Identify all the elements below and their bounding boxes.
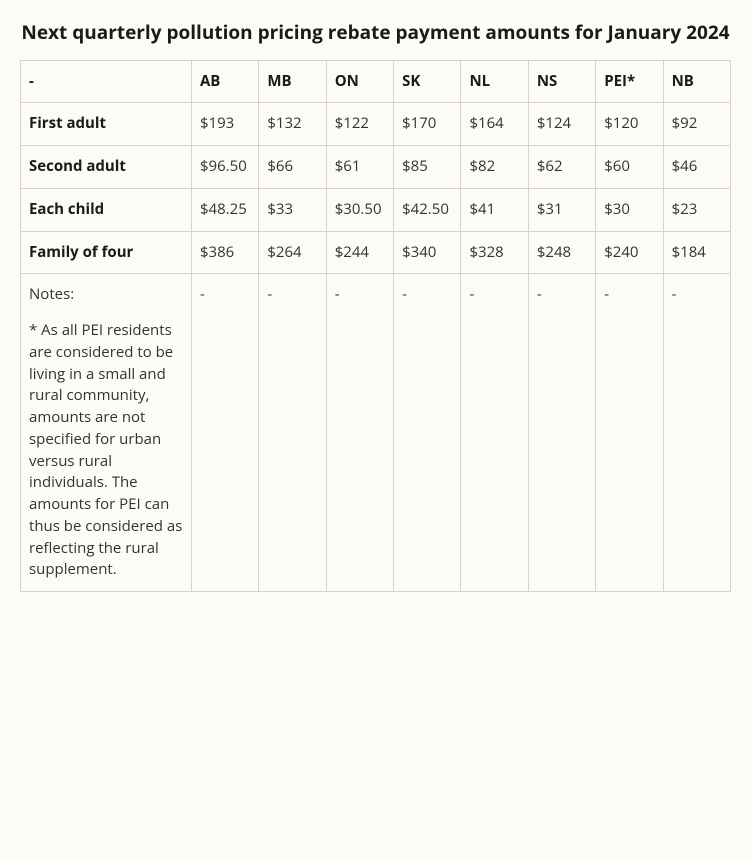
notes-label: Notes: [29,284,183,306]
cell: $164 [461,103,528,146]
cell: - [663,274,730,592]
col-header: ON [326,60,393,103]
col-header: PEI* [596,60,663,103]
cell: $248 [528,231,595,274]
cell: $124 [528,103,595,146]
cell: $328 [461,231,528,274]
table-header-row: - AB MB ON SK NL NS PEI* NB [21,60,731,103]
cell: $42.50 [394,188,461,231]
col-header: NB [663,60,730,103]
cell: $62 [528,146,595,189]
page-title: Next quarterly pollution pricing rebate … [20,20,731,46]
col-header: MB [259,60,326,103]
cell: $122 [326,103,393,146]
table-row: Each child $48.25 $33 $30.50 $42.50 $41 … [21,188,731,231]
col-header: AB [191,60,258,103]
table-row: Family of four $386 $264 $244 $340 $328 … [21,231,731,274]
cell: - [394,274,461,592]
rebate-table: - AB MB ON SK NL NS PEI* NB First adult … [20,60,731,593]
cell: $244 [326,231,393,274]
cell: $96.50 [191,146,258,189]
cell: $85 [394,146,461,189]
cell: $23 [663,188,730,231]
cell: $46 [663,146,730,189]
cell: - [259,274,326,592]
notes-cell: Notes: * As all PEI residents are consid… [21,274,192,592]
cell: $31 [528,188,595,231]
table-row-notes: Notes: * As all PEI residents are consid… [21,274,731,592]
cell: - [528,274,595,592]
col-header: SK [394,60,461,103]
cell: $170 [394,103,461,146]
cell: $240 [596,231,663,274]
table-row: First adult $193 $132 $122 $170 $164 $12… [21,103,731,146]
cell: $120 [596,103,663,146]
cell: $386 [191,231,258,274]
cell: $132 [259,103,326,146]
table-row: Second adult $96.50 $66 $61 $85 $82 $62 … [21,146,731,189]
table-corner-cell: - [21,60,192,103]
cell: - [326,274,393,592]
cell: - [596,274,663,592]
cell: $82 [461,146,528,189]
cell: $92 [663,103,730,146]
cell: $33 [259,188,326,231]
col-header: NL [461,60,528,103]
cell: $193 [191,103,258,146]
notes-text: * As all PEI residents are considered to… [29,320,182,579]
cell: $60 [596,146,663,189]
row-label: Each child [21,188,192,231]
cell: $48.25 [191,188,258,231]
cell: $61 [326,146,393,189]
cell: $184 [663,231,730,274]
row-label: Second adult [21,146,192,189]
cell: $340 [394,231,461,274]
cell: $41 [461,188,528,231]
row-label: Family of four [21,231,192,274]
row-label: First adult [21,103,192,146]
cell: $30.50 [326,188,393,231]
cell: - [191,274,258,592]
col-header: NS [528,60,595,103]
cell: - [461,274,528,592]
cell: $66 [259,146,326,189]
cell: $264 [259,231,326,274]
cell: $30 [596,188,663,231]
